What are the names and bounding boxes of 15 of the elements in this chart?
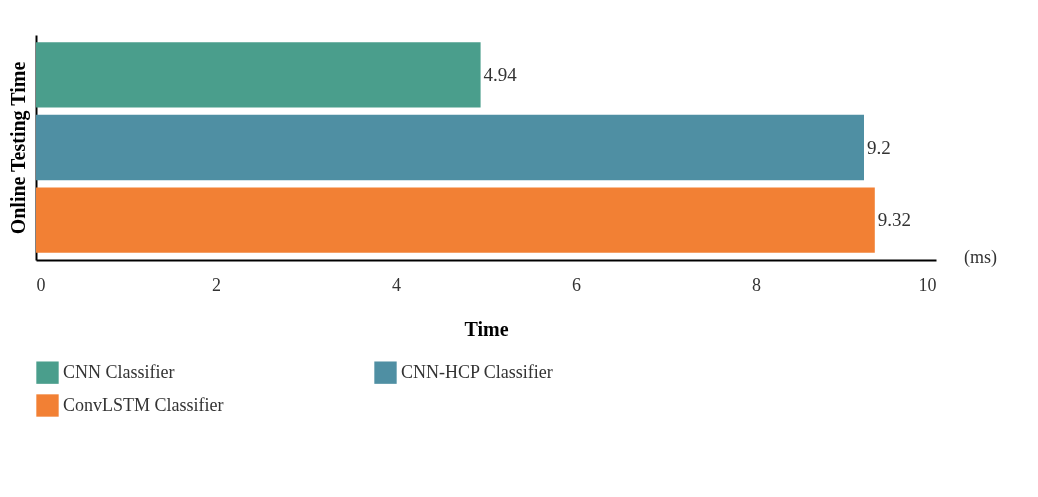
x-tick-label: 8 <box>752 274 761 295</box>
x-tick-label: 4 <box>392 274 401 295</box>
data-label: 4.94 <box>483 63 518 85</box>
y-axis-title: Online Testing Time <box>6 61 30 235</box>
data-label: 9.2 <box>867 136 891 158</box>
x-axis-title: Time <box>464 317 509 340</box>
legend-label: CNN-HCP Classifier <box>401 361 553 382</box>
data-label: 9.32 <box>877 209 912 231</box>
x-tick-label: 2 <box>212 274 221 295</box>
legend-label: ConvLSTM Classifier <box>63 394 224 415</box>
x-tick-label: 10 <box>918 274 937 295</box>
text: (ms) <box>964 247 997 268</box>
x-tick-label: 6 <box>572 274 581 295</box>
x-tick-label: 0 <box>36 274 46 295</box>
legend-label: CNN Classifier <box>63 361 175 382</box>
